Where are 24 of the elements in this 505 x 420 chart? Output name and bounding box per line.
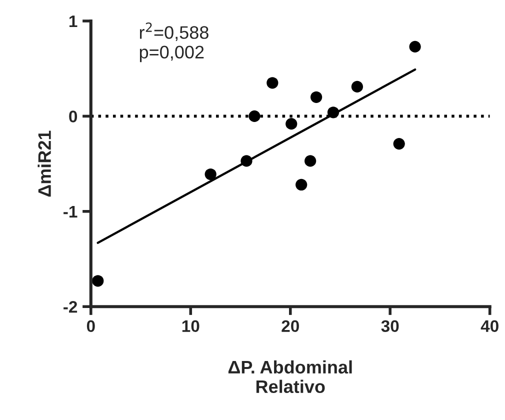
annotation: r$^{2}$=0,588	[140, 22, 208, 42]
x-tick-label: 30	[381, 320, 399, 332]
y-tick-label: 1	[69, 16, 78, 28]
x-tick-label: 0	[86, 320, 95, 332]
point	[409, 40, 421, 53]
point	[304, 155, 316, 167]
x-tick-label: 20	[282, 320, 299, 332]
point	[393, 138, 405, 150]
point	[204, 168, 216, 180]
point	[248, 110, 260, 122]
annotation: p=0,002	[140, 46, 204, 62]
point	[266, 77, 278, 89]
point	[286, 118, 298, 130]
point	[351, 80, 364, 92]
y-axis-title: ΔmiR21	[38, 130, 51, 197]
point	[296, 178, 308, 191]
x-tick-label: 40	[480, 320, 498, 332]
y-tick-label: -1	[64, 206, 78, 218]
y-tick-label: 0	[69, 110, 78, 122]
y-tick-label: -2	[64, 301, 78, 313]
point	[310, 91, 322, 103]
x-tick-label: 10	[182, 320, 200, 332]
point	[92, 275, 104, 287]
x-axis-title: ΔP. Abdominal Relativo	[228, 360, 352, 394]
